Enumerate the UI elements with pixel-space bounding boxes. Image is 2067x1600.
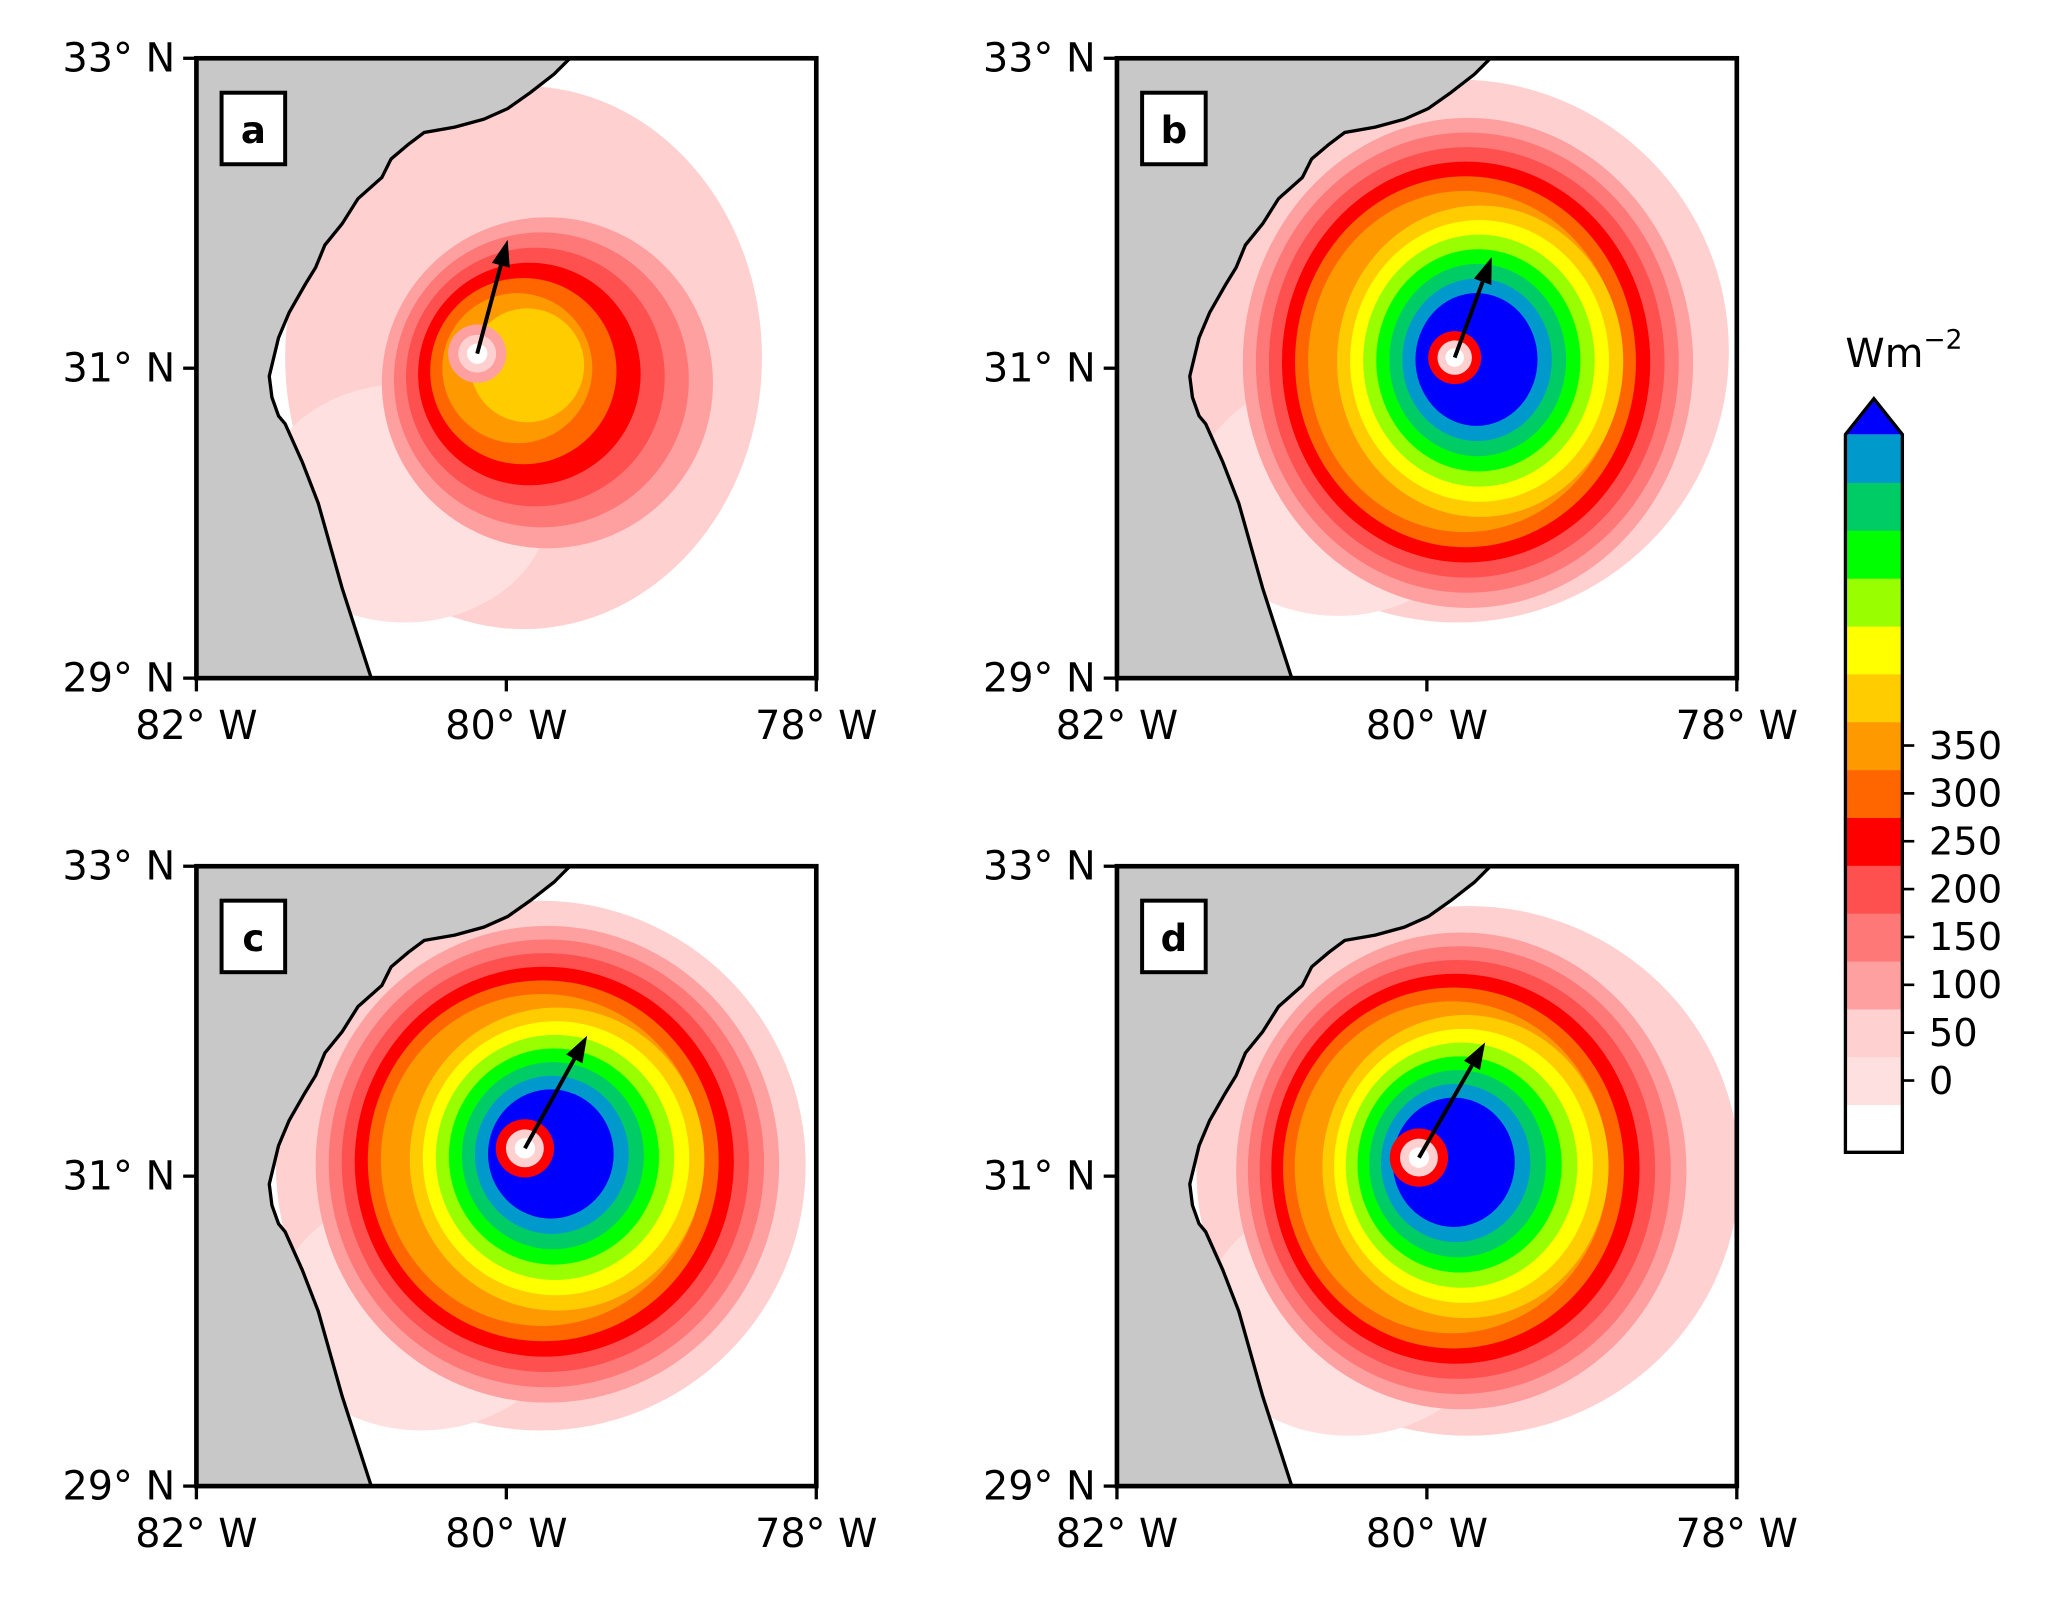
arrow-head-icon: [1473, 256, 1492, 286]
colorbar-band: [1845, 1008, 1903, 1058]
colorbar-band: [1845, 1104, 1903, 1153]
colorbar-band: [1845, 1056, 1903, 1106]
arrow-head-icon: [566, 1035, 588, 1064]
x-tick-label: 78° W: [1676, 703, 1798, 749]
storm-motion-arrow: [1452, 281, 1485, 359]
colorbar-band: [1845, 721, 1903, 771]
y-tick-label: 33° N: [62, 36, 175, 82]
panel-label-box: [219, 898, 288, 975]
x-tick-label: 82° W: [1056, 1511, 1178, 1557]
colorbar-tick-label: 350: [1929, 724, 2002, 769]
colorbar-tick-label: 250: [1929, 819, 2002, 864]
y-tick-label: 29° N: [983, 655, 1096, 701]
storm-motion-arrow: [475, 264, 503, 355]
storm-eye-center: [1408, 1147, 1430, 1168]
colorbar-tick-label: 150: [1929, 915, 2002, 960]
colorbar-tick-label: 50: [1929, 1011, 1978, 1056]
panel-label: d: [1161, 917, 1188, 960]
colorbar-tick-label: 0: [1929, 1059, 1953, 1104]
coastline: [1188, 866, 1492, 1487]
panel-label: a: [241, 109, 266, 152]
y-tick-label: 29° N: [983, 1463, 1096, 1509]
y-tick-label: 29° N: [62, 655, 175, 701]
x-tick-label: 78° W: [1676, 1511, 1798, 1557]
x-tick-label: 82° W: [135, 703, 257, 749]
panel-label: b: [1161, 109, 1188, 152]
panel-label: c: [242, 917, 264, 960]
x-tick-label: 80° W: [1366, 703, 1488, 749]
y-tick-label: 33° N: [983, 843, 1096, 889]
y-tick-label: 29° N: [62, 1463, 175, 1509]
colorbar-tick-label: 100: [1929, 963, 2002, 1008]
colorbar-band: [1845, 482, 1903, 531]
panel-label-box: [1140, 90, 1208, 167]
land: [196, 58, 570, 679]
colorbar-extend-arrow: [1845, 398, 1903, 435]
storm-motion-arrow: [1417, 1064, 1474, 1159]
map-panel-a: a 82° W 80° W 78° W 33° N 31° N 29° N: [62, 36, 877, 750]
land: [1116, 58, 1491, 679]
y-tick-label: 31° N: [983, 1153, 1096, 1199]
y-tick-label: 31° N: [62, 1153, 175, 1199]
colorbar-outline: [1843, 396, 1905, 1154]
panel-label-box: [1140, 898, 1208, 975]
coastline: [1188, 58, 1492, 679]
x-tick-label: 80° W: [445, 1511, 567, 1557]
x-tick-label: 78° W: [755, 1511, 877, 1557]
x-tick-label: 82° W: [135, 1511, 257, 1557]
colorbar-band: [1845, 913, 1903, 962]
colorbar-band: [1845, 673, 1903, 723]
y-tick-label: 31° N: [983, 345, 1096, 391]
colorbar-band: [1845, 960, 1903, 1010]
colorbar-band: [1845, 434, 1903, 483]
y-tick-label: 33° N: [62, 843, 175, 889]
colorbar-band: [1845, 578, 1903, 627]
x-tick-label: 82° W: [1056, 703, 1178, 749]
arrow-head-icon: [491, 239, 510, 268]
land: [196, 866, 570, 1487]
arrow-head-icon: [1463, 1042, 1486, 1070]
colorbar-tick-label: 200: [1929, 867, 2002, 912]
colorbar-band: [1845, 865, 1903, 914]
colorbar-band: [1845, 625, 1903, 675]
storm-motion-arrow: [523, 1057, 577, 1150]
colorbar-label: Wm−2: [1845, 324, 1962, 377]
map-panel-c: c 82° W 80° W 78° W 33° N 31° N 29° N: [62, 843, 877, 1557]
land: [1116, 866, 1491, 1487]
colorbar-band: [1845, 769, 1903, 818]
colorbar-band: [1845, 530, 1903, 579]
colorbar-tick-label: 300: [1929, 772, 2002, 817]
x-tick-label: 78° W: [755, 703, 877, 749]
x-tick-label: 80° W: [1366, 1511, 1488, 1557]
x-tick-label: 80° W: [445, 703, 567, 749]
y-tick-label: 31° N: [62, 345, 175, 391]
map-panel-d: d 82° W 80° W 78° W 33° N 31° N 29° N: [983, 843, 1798, 1557]
coastline: [267, 866, 572, 1487]
coastline: [267, 58, 572, 679]
panel-label-box: [219, 90, 288, 167]
colorbar-band: [1845, 817, 1903, 866]
y-tick-label: 33° N: [983, 36, 1096, 82]
map-panel-b: b 82° W 80° W 78° W 33° N 31° N 29° N: [983, 36, 1798, 750]
